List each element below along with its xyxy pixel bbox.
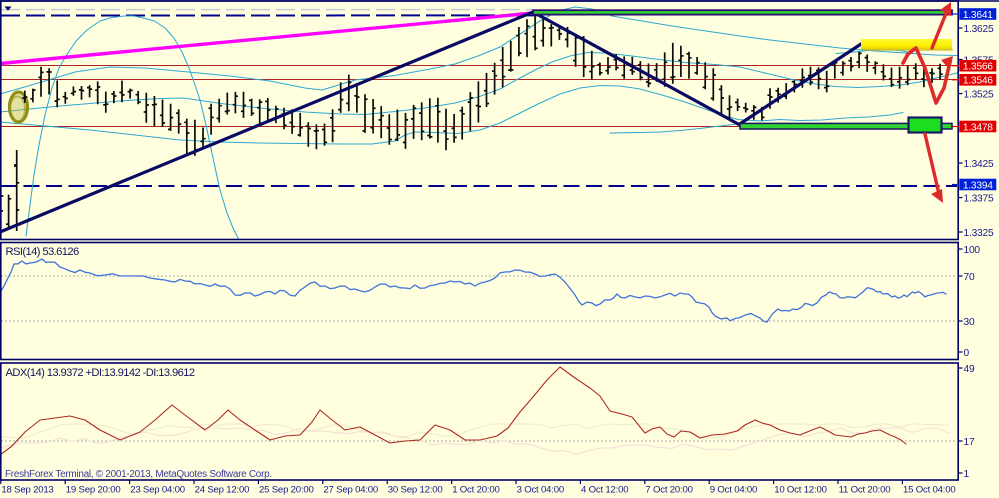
svg-text:49: 49: [964, 364, 975, 375]
svg-text:100: 100: [964, 245, 981, 256]
svg-text:15 Oct 04:00: 15 Oct 04:00: [903, 485, 956, 496]
svg-text:9 Oct 04:00: 9 Oct 04:00: [710, 485, 757, 496]
svg-text:1.3641: 1.3641: [963, 10, 993, 21]
svg-text:70: 70: [964, 272, 975, 283]
svg-text:RSI(14) 53.6126: RSI(14) 53.6126: [6, 246, 79, 258]
svg-text:24 Sep 12:00: 24 Sep 12:00: [195, 485, 250, 496]
svg-text:19 Sep 20:00: 19 Sep 20:00: [66, 485, 121, 496]
svg-text:1.3375: 1.3375: [964, 193, 994, 204]
svg-text:18 Sep 2013: 18 Sep 2013: [1, 485, 53, 496]
svg-text:1.3394: 1.3394: [963, 180, 993, 191]
svg-text:27 Sep 04:00: 27 Sep 04:00: [323, 485, 378, 496]
svg-text:1.3525: 1.3525: [964, 89, 994, 100]
svg-text:0: 0: [964, 348, 970, 359]
svg-text:30 Sep 12:00: 30 Sep 12:00: [388, 485, 443, 496]
svg-text:17: 17: [964, 437, 975, 448]
svg-text:1: 1: [964, 469, 970, 480]
svg-text:1.3546: 1.3546: [963, 76, 993, 87]
svg-text:7 Oct 20:00: 7 Oct 20:00: [645, 485, 692, 496]
svg-text:1.3625: 1.3625: [964, 24, 994, 35]
svg-text:1.3566: 1.3566: [963, 62, 993, 73]
svg-text:1.3425: 1.3425: [964, 159, 994, 170]
svg-text:1 Oct 20:00: 1 Oct 20:00: [452, 485, 499, 496]
svg-text:30: 30: [964, 317, 975, 328]
svg-text:25 Sep 20:00: 25 Sep 20:00: [259, 485, 314, 496]
svg-text:ADX(14) 13.9372 +DI:13.9142 -D: ADX(14) 13.9372 +DI:13.9142 -DI:13.9612: [6, 367, 195, 379]
svg-text:3 Oct 04:00: 3 Oct 04:00: [517, 485, 564, 496]
svg-text:1.3325: 1.3325: [964, 228, 994, 239]
svg-text:1.3478: 1.3478: [963, 122, 993, 133]
svg-text:23 Sep 04:00: 23 Sep 04:00: [130, 485, 185, 496]
svg-text:11 Oct 20:00: 11 Oct 20:00: [839, 485, 891, 496]
svg-text:4 Oct 12:00: 4 Oct 12:00: [581, 485, 628, 496]
svg-text:FreshForex Terminal, © 2001-20: FreshForex Terminal, © 2001-2013, MetaQu…: [5, 469, 272, 480]
svg-text:10 Oct 12:00: 10 Oct 12:00: [774, 485, 827, 496]
